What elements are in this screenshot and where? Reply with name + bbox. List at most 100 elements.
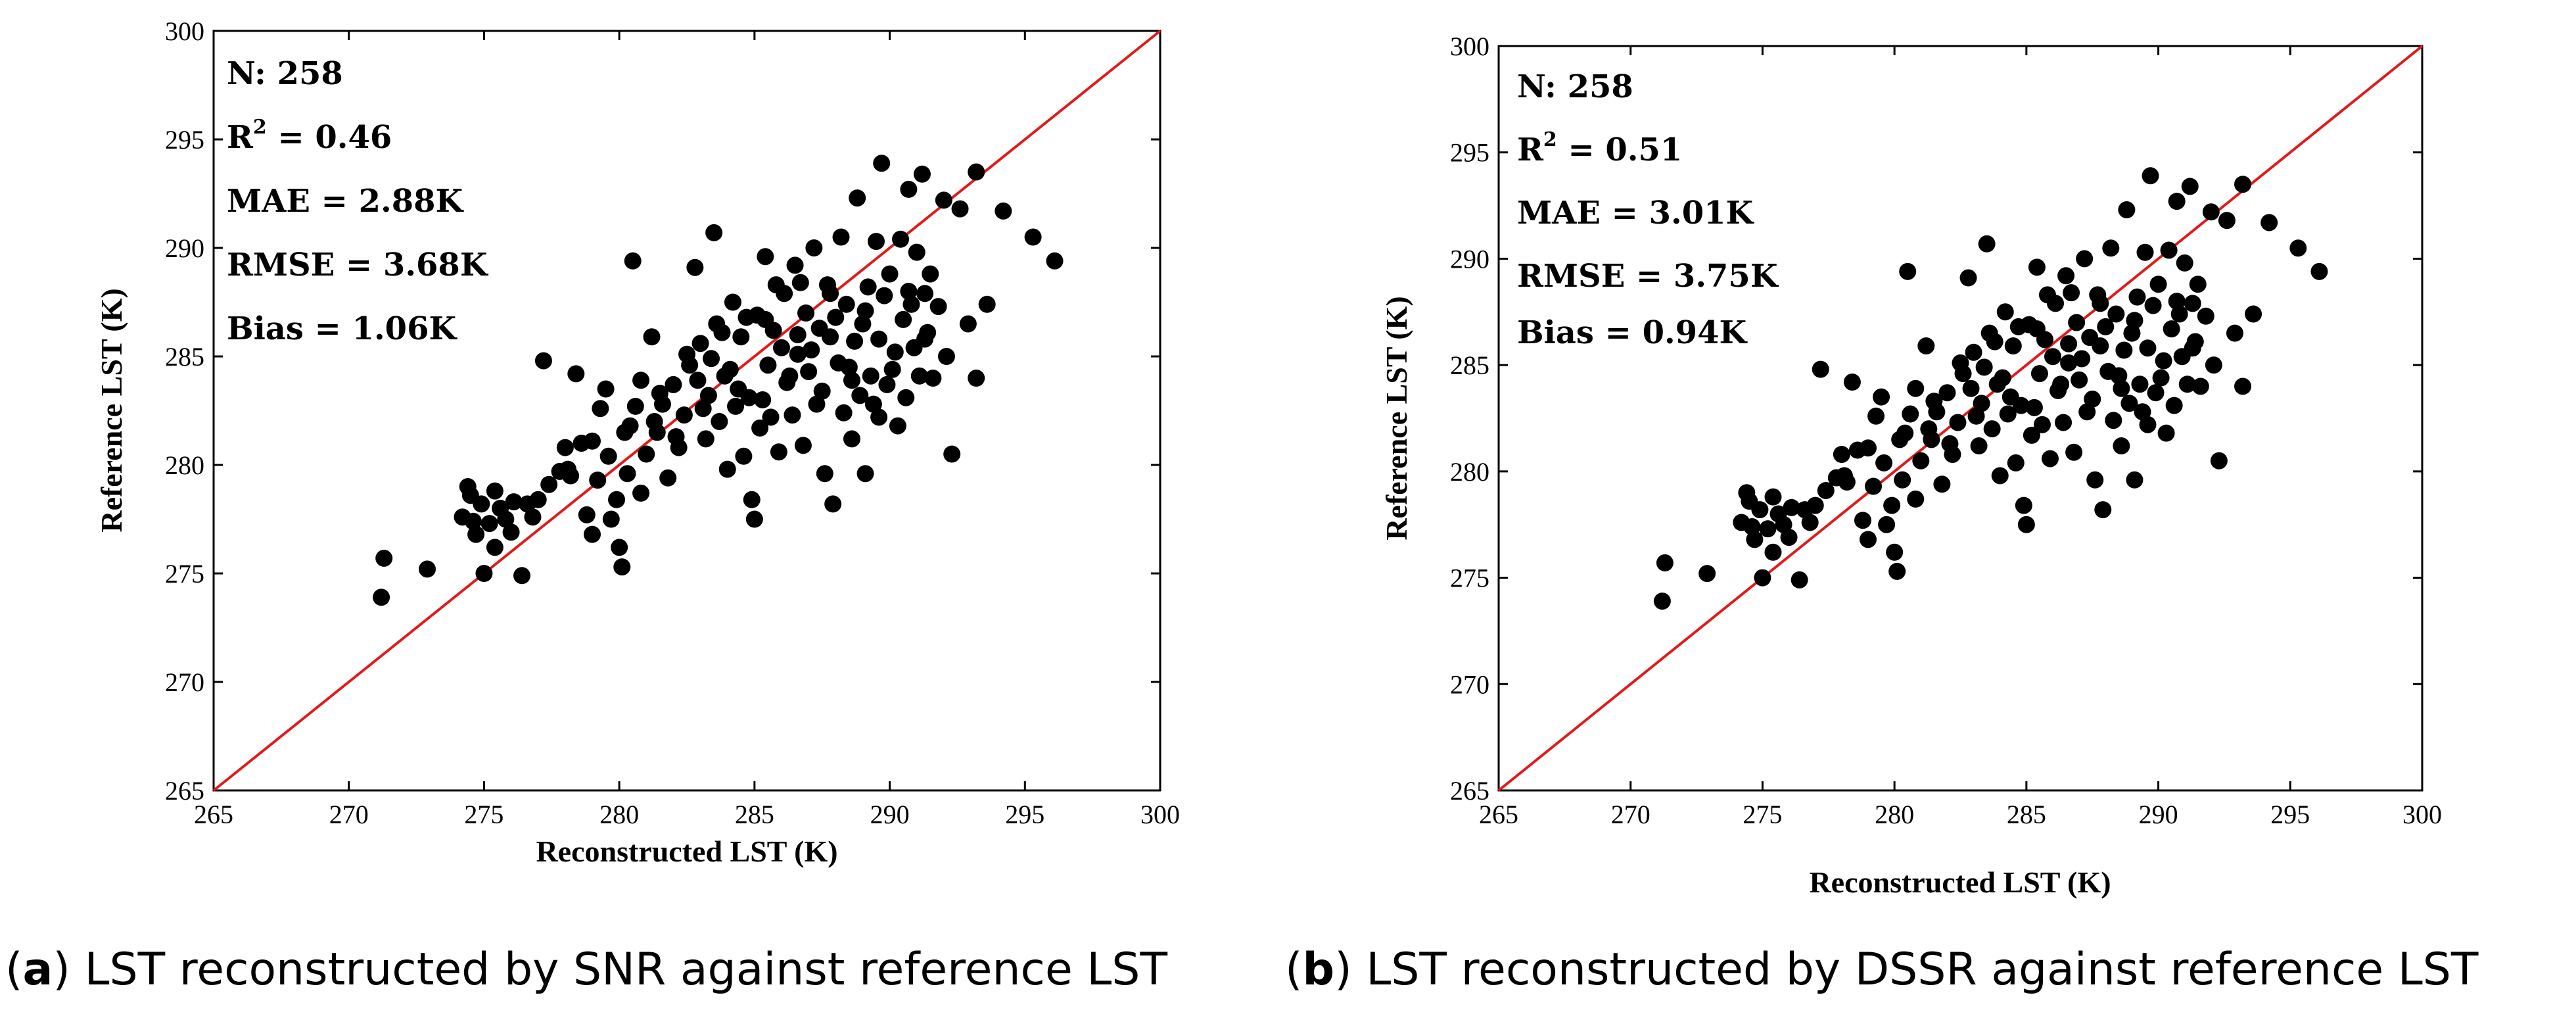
data-point (902, 295, 920, 313)
data-point (856, 302, 874, 320)
data-point (2102, 239, 2120, 257)
data-point (2184, 339, 2201, 357)
data-point (751, 419, 769, 437)
data-point (1907, 490, 1925, 508)
data-point (1952, 354, 1969, 372)
stat-r2: R2 = 0.46 (227, 116, 392, 156)
y-tick-label: 265 (1450, 776, 1489, 806)
data-point (721, 360, 739, 378)
data-point (2044, 348, 2061, 366)
data-point (1875, 454, 1893, 472)
data-point (1925, 393, 1943, 410)
data-point (922, 265, 939, 283)
y-tick-label: 270 (1450, 669, 1489, 699)
data-point (2205, 356, 2222, 374)
data-point (1806, 496, 1824, 514)
data-point (1894, 471, 1911, 489)
data-point (619, 465, 636, 483)
data-point (678, 345, 695, 363)
data-point (373, 589, 390, 606)
y-tick-label: 270 (165, 667, 204, 697)
data-point (968, 370, 985, 387)
data-point (735, 447, 753, 465)
data-point (1751, 501, 1769, 519)
data-point (943, 445, 961, 463)
data-point (626, 397, 644, 415)
data-point (602, 510, 620, 528)
x-tick-label: 280 (599, 800, 639, 829)
data-point (1783, 498, 1800, 516)
data-point (840, 358, 858, 376)
data-point (667, 428, 685, 446)
data-point (837, 295, 855, 313)
caption-a-letter: a (23, 944, 53, 996)
data-point (2084, 390, 2101, 408)
caption-a-open: ( (5, 944, 23, 996)
data-point (2189, 276, 2207, 293)
caption-b-close: ) (1334, 944, 1352, 996)
data-point (2197, 307, 2214, 325)
stat-bias: Bias = 0.94K (1517, 314, 1748, 351)
data-point (776, 285, 793, 302)
data-point (951, 200, 969, 218)
stat-r2-label: R (1517, 132, 1544, 168)
x-axis-title: Reconstructed LST (K) (1809, 865, 2111, 899)
data-point (686, 258, 704, 276)
data-point (916, 285, 934, 302)
data-point (2110, 367, 2128, 385)
data-point (864, 395, 882, 413)
data-point (873, 155, 891, 172)
data-point (929, 298, 947, 316)
data-point (1860, 439, 1877, 457)
data-point (2289, 239, 2307, 257)
data-point (2092, 337, 2109, 355)
data-point (718, 460, 736, 478)
stat-r2-superscript: 2 (253, 116, 267, 139)
data-point (789, 345, 807, 363)
caption-a-text: LST reconstructed by SNR against referen… (70, 944, 1167, 996)
data-point (1970, 437, 1988, 455)
data-point (464, 512, 482, 530)
x-tick-labels: 265 270 275 280 285 290 295 300 (1479, 800, 2442, 829)
data-point (797, 304, 815, 322)
data-point (1912, 452, 1930, 470)
scatter-points (1653, 167, 2328, 610)
data-point (1933, 475, 1951, 493)
stat-n: N: 258 (227, 55, 343, 92)
data-point (883, 360, 901, 378)
data-point (1817, 481, 1835, 499)
data-point (727, 397, 745, 415)
y-tick-label: 275 (165, 559, 204, 589)
data-point (2144, 297, 2162, 314)
data-point (592, 400, 609, 418)
data-point (505, 493, 523, 511)
y-tick-label: 300 (165, 16, 204, 46)
x-tick-label: 300 (2402, 800, 2442, 829)
data-point (849, 189, 866, 207)
data-point (1878, 516, 1896, 533)
data-point (624, 252, 642, 270)
data-point (2170, 305, 2188, 323)
data-point (689, 372, 707, 389)
data-point (2017, 516, 2035, 533)
x-tick-label: 290 (2139, 800, 2178, 829)
data-point (584, 432, 601, 450)
data-point (1996, 303, 2014, 321)
x-tick-label: 295 (2270, 800, 2310, 829)
data-point (2202, 203, 2220, 221)
data-point (854, 315, 872, 333)
data-point (743, 491, 761, 508)
data-point (995, 202, 1012, 220)
data-point (916, 330, 934, 348)
data-point (754, 391, 772, 408)
data-point (597, 380, 615, 398)
y-tick-labels: 265 270 275 280 285 290 295 300 (165, 16, 204, 806)
data-point (2028, 320, 2046, 338)
data-point (2068, 314, 2086, 331)
data-point (2092, 295, 2109, 312)
data-point (937, 348, 955, 365)
data-point (502, 523, 520, 541)
data-point (843, 430, 860, 448)
data-point (473, 495, 490, 513)
data-point (1653, 593, 1671, 610)
